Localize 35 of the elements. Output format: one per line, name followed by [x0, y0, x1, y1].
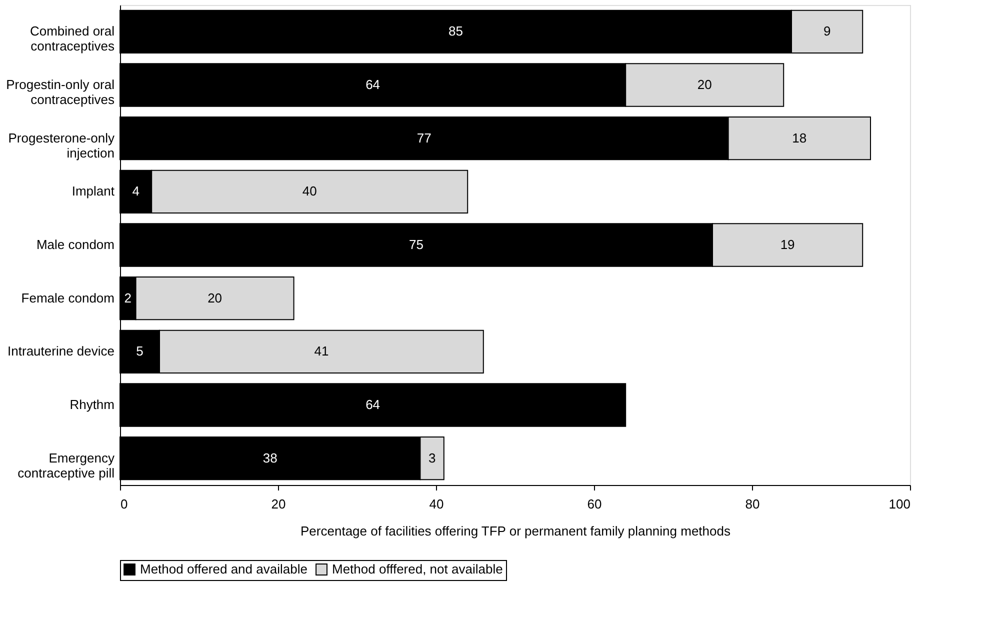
data-label: 9 [823, 24, 831, 39]
data-label: 75 [409, 237, 424, 252]
y-tick-label: Progesterone-only injection [8, 130, 115, 160]
data-label: 19 [780, 237, 795, 252]
data-label: 18 [792, 130, 807, 146]
x-axis-title: Percentage of facilities offering TFP or permanent family planning methods [300, 524, 731, 538]
y-tick-label: Combined oral contraceptives [30, 24, 115, 54]
x-tick-label: 100 [888, 496, 910, 512]
data-label: 5 [136, 344, 144, 359]
legend-label: Method offered and available [140, 562, 308, 577]
data-label: 20 [697, 77, 712, 92]
data-label: 40 [302, 184, 317, 199]
data-label: 2 [124, 290, 132, 306]
data-label: 64 [366, 77, 380, 92]
legend-label: Method offfered, not available [332, 562, 503, 577]
y-tick-label: Implant [72, 184, 115, 199]
x-tick-label: 80 [745, 496, 760, 512]
y-tick-label: Female condom [21, 290, 114, 306]
y-tick-label: Intrauterine device [8, 344, 114, 359]
data-label: 20 [208, 290, 222, 306]
data-label: 85 [448, 24, 463, 39]
x-tick-label: 40 [429, 496, 444, 512]
x-tick-label: 60 [587, 496, 602, 512]
data-label: 41 [314, 344, 329, 359]
data-label: 38 [262, 450, 278, 466]
y-tick-label: Progestin-only oral contraceptives [6, 77, 115, 107]
data-label: 77 [416, 130, 432, 146]
x-tick-label: 20 [271, 496, 286, 512]
data-label: 4 [132, 184, 140, 199]
y-tick-label: Male condom [36, 237, 114, 252]
y-tick-label: Emergency contraceptive pill [18, 450, 115, 480]
data-label: 3 [428, 450, 436, 466]
x-tick-label: 0 [120, 496, 128, 512]
y-tick-label: Rhythm [70, 397, 114, 412]
data-label: 64 [366, 397, 380, 412]
